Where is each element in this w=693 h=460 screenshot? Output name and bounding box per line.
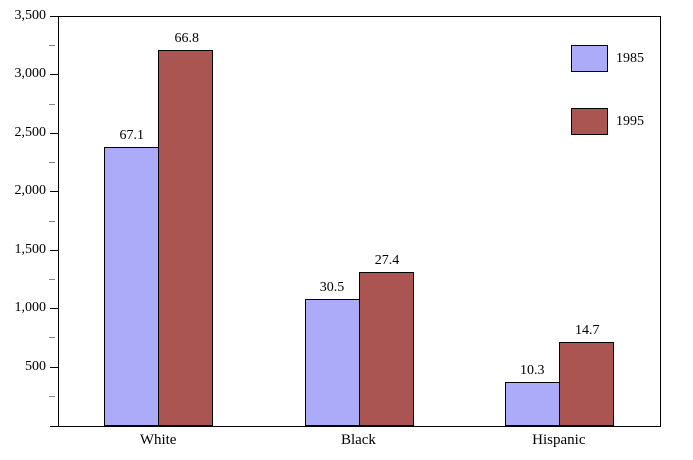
bar-1985-black <box>304 299 360 426</box>
bar-1985-hispanic <box>504 382 560 426</box>
bar-value-label: 67.1 <box>119 127 144 143</box>
legend-swatch-1995 <box>571 108 608 135</box>
y-axis-minor-tick <box>49 103 55 105</box>
bar-1995-white <box>158 49 214 426</box>
y-axis-tick-label: 500 <box>25 358 46 374</box>
x-axis-category-label: White <box>139 432 177 448</box>
y-axis-major-tick <box>50 308 58 310</box>
y-axis-origin-tick <box>50 426 59 427</box>
bar-1985-white <box>104 146 160 426</box>
y-axis-major-tick <box>50 132 58 134</box>
y-axis-tick-label: 3,000 <box>14 66 47 82</box>
x-axis-category-label: Black <box>340 432 376 448</box>
y-axis-major-tick <box>50 16 58 17</box>
bar-value-label: 30.5 <box>319 280 345 296</box>
bar-1995-hispanic <box>558 342 614 426</box>
y-axis-minor-tick <box>49 395 55 397</box>
y-axis-tick-label: 1,500 <box>14 241 47 257</box>
y-axis-tick-label: 2,000 <box>14 183 47 199</box>
bar-value-label: 10.3 <box>520 363 545 379</box>
y-axis-major-tick <box>50 366 58 368</box>
y-axis-major-tick <box>50 249 58 251</box>
y-axis-minor-tick <box>49 162 55 164</box>
x-axis-category-label: Hispanic <box>532 432 586 448</box>
bar-value-label: 14.7 <box>575 323 600 339</box>
bar-1995-black <box>358 271 414 426</box>
y-axis-tick-label: 2,500 <box>14 124 47 140</box>
y-axis-minor-tick <box>49 220 55 222</box>
plot-area: 67.1 66.8 30.5 27.4 10.3 14.7 <box>58 16 661 427</box>
y-axis-tick-label: 1,000 <box>14 300 47 316</box>
y-axis-major-tick <box>50 74 58 76</box>
legend-label-1995: 1995 <box>616 114 644 129</box>
legend-label-1985: 1985 <box>616 51 644 66</box>
y-axis-minor-tick <box>49 337 55 339</box>
y-axis-tick-label: 3,500 <box>14 8 47 23</box>
legend-swatch-1985 <box>571 45 608 72</box>
bar-value-label: 66.8 <box>174 30 199 46</box>
y-axis-major-tick <box>50 191 58 193</box>
y-axis-minor-tick <box>49 278 55 280</box>
y-axis-minor-tick <box>49 45 55 47</box>
bar-value-label: 27.4 <box>374 252 400 268</box>
